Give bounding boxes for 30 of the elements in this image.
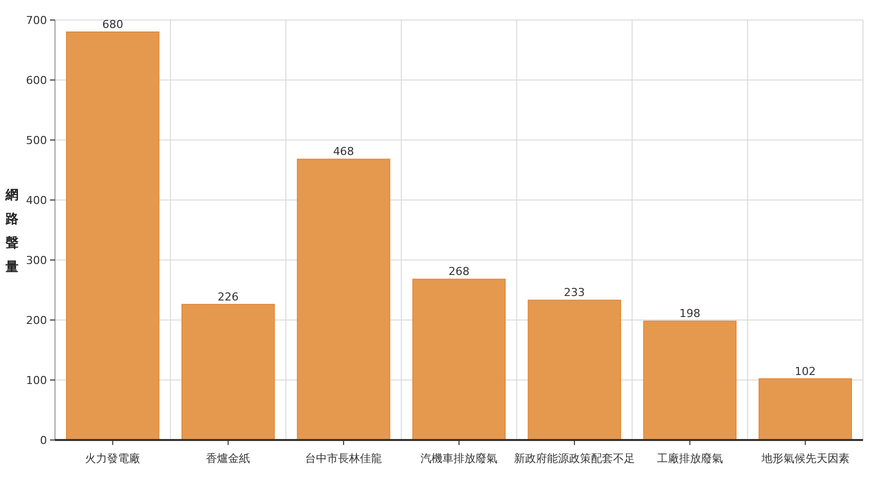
data-label: 268 — [448, 265, 470, 278]
y-tick-label: 400 — [26, 194, 47, 207]
bar — [412, 278, 506, 440]
bar — [66, 32, 160, 440]
data-label: 680 — [102, 18, 124, 31]
data-label: 226 — [218, 290, 239, 304]
y-tick-label: 0 — [40, 434, 47, 447]
x-tick-label: 工廠排放廢氣 — [656, 452, 723, 465]
bar — [296, 158, 390, 440]
x-tick-label: 台中市長林佳龍 — [305, 452, 382, 465]
x-tick-label: 地形氣候先天因素 — [760, 452, 850, 465]
y-axis-title: 網路聲量 — [4, 188, 18, 275]
data-label: 468 — [333, 145, 354, 158]
y-tick-label: 300 — [26, 254, 47, 267]
x-tick-label: 新政府能源政策配套不足 — [514, 452, 635, 465]
bar — [643, 320, 737, 440]
data-label: 102 — [794, 364, 816, 378]
y-tick-label: 700 — [26, 14, 47, 27]
data-label: 198 — [679, 307, 700, 320]
x-tick-label: 火力發電廠 — [85, 452, 140, 465]
bar — [528, 300, 622, 440]
x-tick-label: 香爐金紙 — [206, 452, 250, 465]
bar — [181, 304, 275, 440]
x-tick-label: 汽機車排放廢氣 — [420, 452, 498, 465]
y-tick-label: 200 — [26, 314, 47, 327]
y-tick-label: 100 — [26, 374, 47, 387]
y-tick-label: 600 — [26, 74, 47, 87]
data-label: 233 — [564, 286, 585, 300]
bar — [758, 378, 852, 440]
y-tick-label: 500 — [26, 134, 47, 147]
